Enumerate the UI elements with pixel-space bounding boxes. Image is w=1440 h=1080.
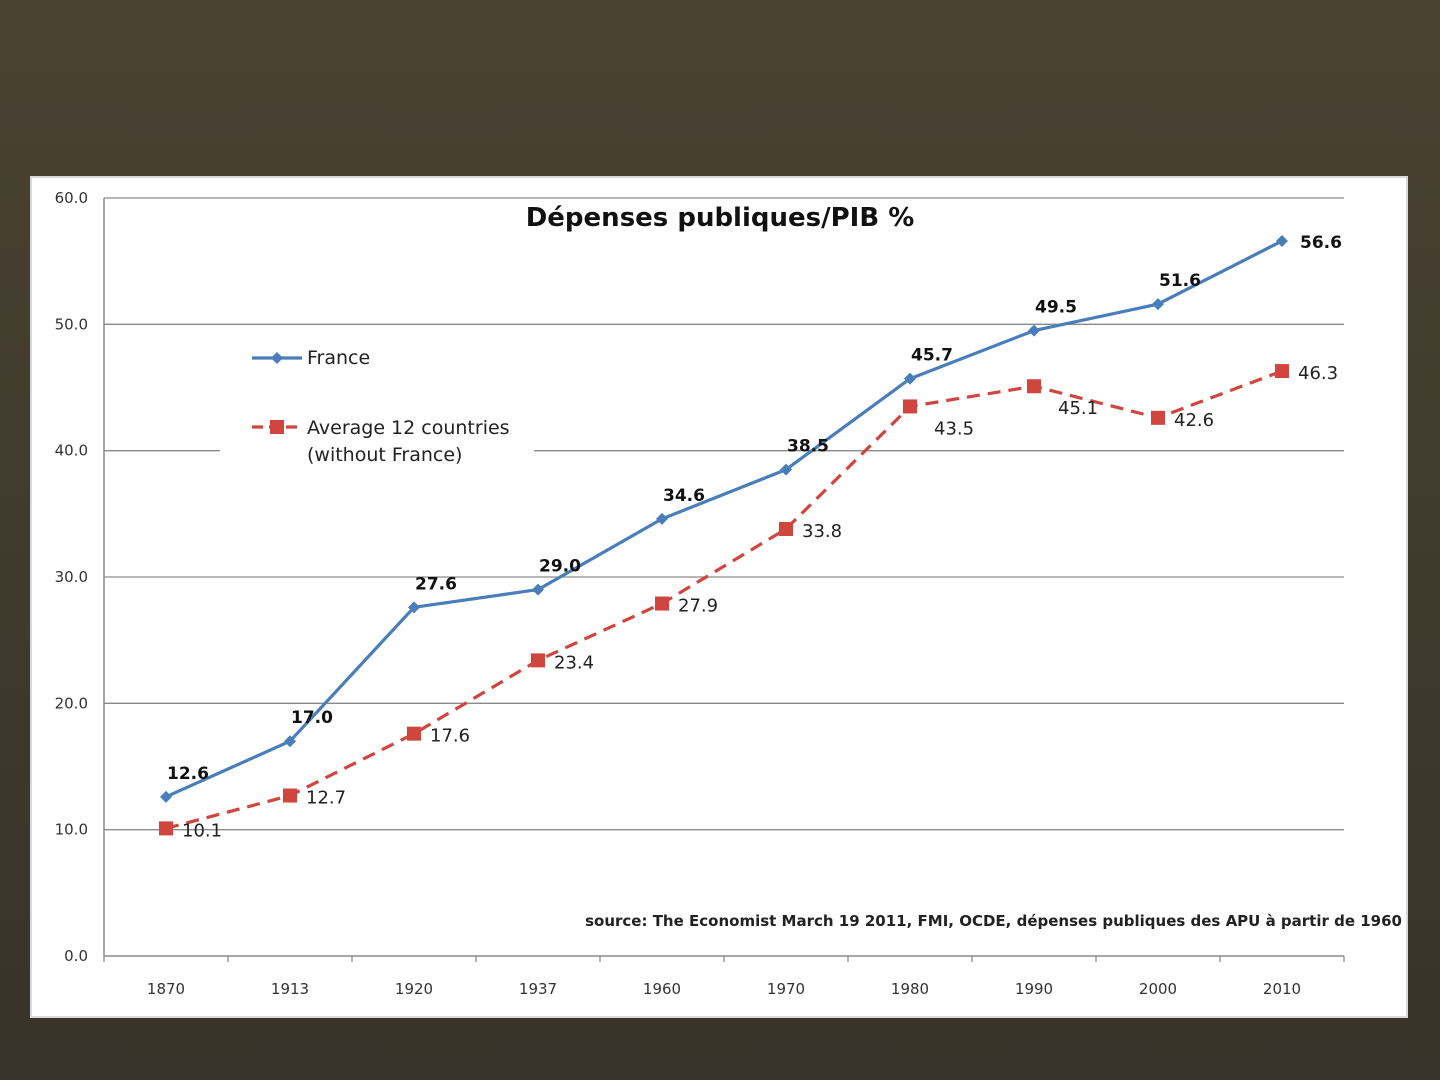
source-note: source: The Economist March 19 2011, FMI…: [585, 912, 1402, 930]
series-line-average: [165, 369, 1283, 830]
france-point-marker: [408, 601, 420, 614]
x-tick-label: 1960: [643, 980, 681, 998]
france-data-label: 34.6: [663, 486, 705, 506]
x-tick-label: 1990: [1015, 980, 1053, 998]
x-tick-label: 2010: [1263, 980, 1301, 998]
france-data-label: 38.5: [787, 437, 829, 457]
chart-title: Dépenses publiques/PIB %: [526, 203, 915, 233]
average-point-marker: [531, 653, 545, 668]
france-point-marker: [1276, 234, 1288, 247]
y-tick-label: 0.0: [64, 947, 88, 965]
legend-label-average-line2: (without France): [307, 444, 462, 466]
y-tick-label: 20.0: [55, 694, 88, 712]
legend-box: [220, 330, 534, 472]
legend-label-france: France: [307, 347, 370, 369]
average-point-marker: [1151, 410, 1165, 425]
average-point-marker: [1027, 379, 1041, 394]
france-data-label: 45.7: [911, 346, 953, 366]
y-tick-label: 40.0: [55, 442, 88, 460]
chart-frame: 0.0 10.0 20.0 30.0 40.0 50.0 60.0 1870 1913 1920 1…: [30, 176, 1408, 1018]
france-point-marker: [656, 512, 668, 525]
x-tick-label: 1870: [147, 980, 185, 998]
average-point-marker: [407, 726, 421, 741]
average-point-marker: [283, 788, 297, 803]
france-point-marker: [904, 372, 916, 385]
france-point-marker: [1028, 324, 1040, 337]
average-point-marker: [779, 521, 793, 536]
france-point-marker: [780, 463, 792, 476]
average-data-label: 46.3: [1298, 363, 1338, 384]
x-tick-label: 2000: [1139, 980, 1177, 998]
y-tick-label: 60.0: [55, 189, 88, 207]
france-data-label: 56.6: [1300, 233, 1342, 253]
average-point-marker: [903, 399, 917, 414]
x-tick-label: 1970: [767, 980, 805, 998]
france-point-marker: [1152, 298, 1164, 311]
average-data-label: 27.9: [678, 596, 718, 617]
x-tick-label: 1913: [271, 980, 309, 998]
average-data-label: 17.6: [430, 726, 470, 747]
y-tick-label: 30.0: [55, 568, 88, 586]
series-line-france: [165, 239, 1283, 799]
france-data-label: 29.0: [539, 557, 581, 577]
x-tick-label: 1920: [395, 980, 433, 998]
x-tick-label: 1980: [891, 980, 929, 998]
x-tick-label: 1937: [519, 980, 557, 998]
average-point-marker: [159, 821, 173, 836]
france-point-marker: [284, 735, 296, 748]
average-data-label: 23.4: [554, 652, 594, 673]
france-point-marker: [160, 790, 172, 803]
average-data-label: 45.1: [1058, 398, 1098, 419]
france-point-marker: [532, 583, 544, 596]
legend-label-average-line1: Average 12 countries: [307, 417, 510, 439]
france-data-label: 12.6: [167, 764, 209, 784]
y-tick-label: 50.0: [55, 315, 88, 333]
average-data-label: 10.1: [182, 820, 222, 841]
france-data-label: 51.6: [1159, 271, 1201, 291]
y-tick-label: 10.0: [55, 821, 88, 839]
legend-swatch-france-marker: [271, 352, 283, 364]
france-data-label: 27.6: [415, 574, 457, 594]
legend-swatch-average-marker: [270, 420, 284, 434]
france-data-label: 17.0: [291, 708, 333, 728]
average-data-label: 42.6: [1174, 410, 1214, 431]
average-data-label: 12.7: [306, 788, 346, 809]
average-data-label: 43.5: [934, 418, 974, 439]
average-point-marker: [655, 596, 669, 611]
average-data-label: 33.8: [802, 521, 842, 542]
average-point-marker: [1275, 364, 1289, 379]
france-data-label: 49.5: [1035, 298, 1077, 318]
line-chart: 0.0 10.0 20.0 30.0 40.0 50.0 60.0 1870 1913 1920 1…: [55, 189, 1402, 998]
